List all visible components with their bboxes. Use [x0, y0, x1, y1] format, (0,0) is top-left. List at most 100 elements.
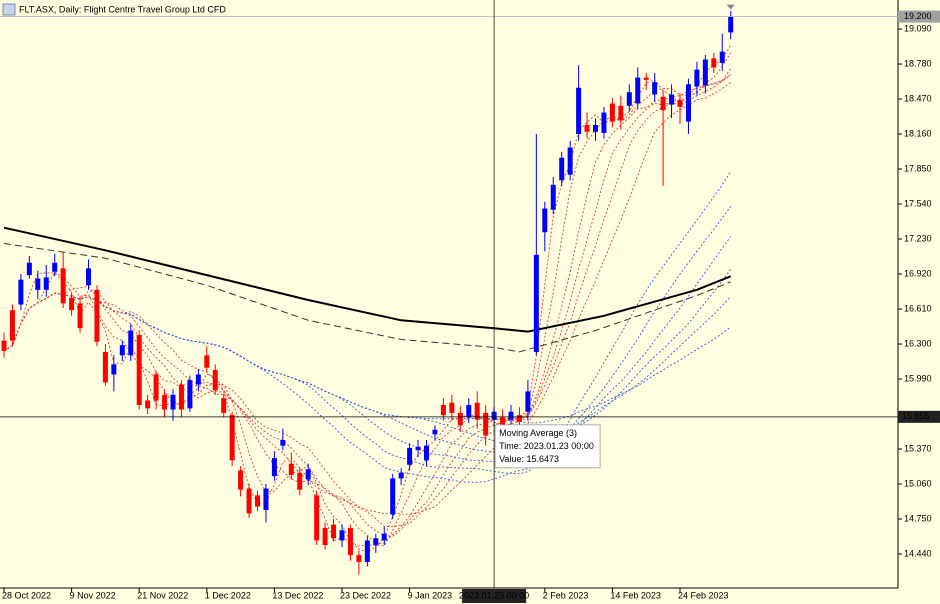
candle-body: [136, 334, 142, 405]
x-tick-label: 2 Feb 2023: [543, 590, 589, 600]
x-tick-label: 9 Jan 2023: [408, 590, 453, 600]
long-moving-average: [3, 226, 732, 333]
candle-body: [229, 415, 235, 461]
candle-body: [119, 345, 125, 356]
y-tick-label: 18.160: [904, 128, 932, 138]
last-price-label: 19.200: [904, 11, 932, 21]
y-tick-label: 19.090: [904, 23, 932, 33]
y-tick-label: 15.060: [904, 478, 932, 488]
crosshair-time-label: 2023.01.23 00:00: [459, 590, 529, 600]
last-price-box: [898, 10, 940, 23]
candle-body: [288, 463, 294, 475]
candle-body: [593, 124, 598, 132]
candle-body: [449, 402, 455, 413]
y-tick-label: 16.610: [904, 303, 932, 313]
candle-body: [466, 404, 472, 418]
candle-body: [212, 369, 218, 391]
candle-body: [322, 528, 328, 545]
moving-average: [3, 292, 731, 424]
candle-body: [398, 472, 404, 479]
y-tick-label: 16.920: [904, 268, 932, 278]
candle-body: [305, 469, 311, 480]
candle-body: [77, 303, 83, 329]
y-tick-label: 15.370: [904, 443, 932, 453]
candle-body: [339, 530, 345, 541]
candle-body: [711, 58, 717, 68]
candle-body: [635, 77, 641, 104]
candle-body: [331, 524, 337, 539]
y-tick-label: 18.470: [904, 93, 932, 103]
candle-body: [195, 374, 201, 385]
candle-body: [584, 124, 590, 132]
candle-body: [238, 470, 244, 490]
candle-body: [94, 289, 100, 342]
candle-body: [9, 310, 15, 341]
price-scale: [898, 0, 940, 604]
candle-body: [297, 472, 303, 490]
candle-body: [280, 439, 286, 446]
candle-body: [685, 84, 691, 122]
candle-body: [643, 77, 649, 80]
candle-body: [204, 355, 210, 368]
candle-body: [18, 279, 24, 305]
window-icon: [2, 3, 16, 16]
candle-body: [390, 478, 396, 515]
candle-body: [669, 94, 675, 105]
candle-body: [432, 429, 438, 435]
candle-body: [559, 157, 565, 181]
x-tick-label: 13 Dec 2022: [272, 590, 323, 600]
candle-body: [660, 96, 666, 111]
candle-body: [364, 540, 370, 562]
alert-marker: [726, 4, 735, 10]
candle-body: [415, 446, 421, 451]
x-tick-label: 1 Dec 2022: [205, 590, 251, 600]
x-tick-label: 21 Nov 2022: [137, 590, 188, 600]
candle-body: [52, 262, 58, 272]
candle-body: [474, 402, 480, 420]
y-tick-label: 17.850: [904, 163, 932, 173]
candle-body: [35, 278, 41, 290]
y-tick-label: 15.990: [904, 373, 932, 383]
candle-body: [694, 69, 700, 87]
candle-body: [69, 297, 75, 311]
candle-body: [407, 447, 413, 465]
candle-body: [263, 488, 269, 510]
candle-body: [128, 330, 134, 356]
candle-body: [500, 417, 506, 426]
y-tick-label: 17.230: [904, 233, 932, 243]
candle-body: [347, 528, 353, 556]
candle-body: [601, 112, 607, 133]
candle-body: [246, 488, 252, 514]
y-tick-label: 16.300: [904, 338, 932, 348]
candle-body: [373, 538, 379, 545]
candle-body: [440, 404, 446, 416]
candle-body: [170, 394, 176, 410]
x-tick-label: 24 Feb 2023: [678, 590, 729, 600]
candle-body: [26, 262, 32, 276]
moving-average: [3, 73, 731, 537]
candle-body: [618, 105, 624, 121]
candle-body: [314, 495, 320, 541]
candle-body: [550, 184, 556, 210]
candle-body: [457, 412, 463, 426]
window-title: FLT.ASX, Daily: Flight Centre Travel Gro…: [19, 4, 226, 14]
x-tick-label: 9 Nov 2022: [70, 590, 116, 600]
candle-body: [178, 384, 184, 410]
crosshair-price-label: 15.655: [902, 411, 930, 421]
candle-body: [728, 16, 734, 33]
moving-average: [3, 68, 732, 545]
candle-body: [525, 391, 531, 412]
candle-body: [271, 458, 277, 477]
candle-body: [221, 398, 227, 413]
candle-body: [187, 380, 193, 409]
candle-body: [60, 268, 66, 304]
candle-body: [677, 100, 683, 107]
candle-body: [111, 364, 117, 375]
candle-body: [1, 340, 7, 351]
y-tick-label: 14.440: [904, 548, 932, 558]
y-tick-label: 14.750: [904, 513, 932, 523]
candle-body: [652, 82, 658, 95]
